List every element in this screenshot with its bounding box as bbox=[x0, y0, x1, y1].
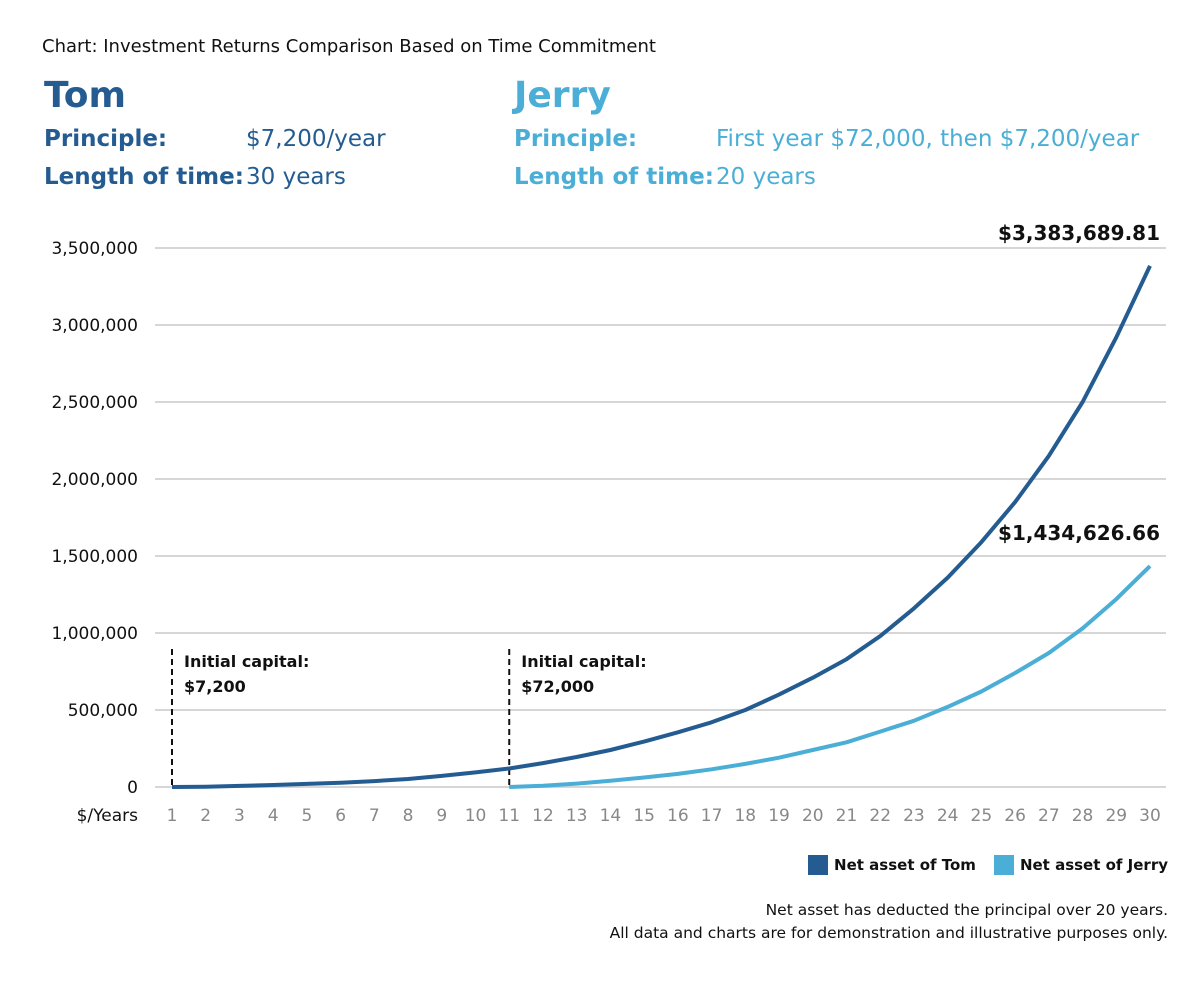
legend-swatch-jerry bbox=[993, 855, 1014, 875]
x-tick-label: 23 bbox=[903, 806, 925, 826]
end-value-label: $1,434,626.66 bbox=[998, 521, 1160, 545]
x-tick-label: 18 bbox=[734, 806, 756, 826]
legend-label-jerry: Net asset of Jerry bbox=[1019, 856, 1168, 874]
jerry-time-label: Length of time: bbox=[514, 164, 714, 190]
legend-label-tom: Net asset of Tom bbox=[834, 856, 976, 874]
x-tick-label: 2 bbox=[200, 806, 211, 826]
x-tick-label: 16 bbox=[667, 806, 689, 826]
x-tick-label: 3 bbox=[234, 806, 245, 826]
series-line-jerry bbox=[509, 564, 1152, 789]
series-line-tom bbox=[171, 265, 1152, 789]
legend-item-jerry: Net asset of Jerry bbox=[993, 855, 1168, 875]
chart-grid bbox=[155, 247, 1166, 788]
legend-item-tom: Net asset of Tom bbox=[808, 855, 976, 875]
y-tick-labels: 0 500,000 1,000,000 1,500,000 2,000,000 2,500… bbox=[51, 239, 138, 798]
x-tick-label: 13 bbox=[566, 806, 588, 826]
x-tick-label: 14 bbox=[600, 806, 622, 826]
tom-time-value: 30 years bbox=[246, 164, 346, 190]
x-tick-label: 25 bbox=[971, 806, 993, 826]
x-tick-label: 15 bbox=[633, 806, 655, 826]
tom-principle-label: Principle: bbox=[44, 126, 168, 152]
x-tick-label: 22 bbox=[869, 806, 891, 826]
tom-time-label: Length of time: bbox=[44, 164, 244, 190]
x-axis-label: $/Years bbox=[77, 806, 139, 826]
y-tick-label: 0 bbox=[127, 778, 138, 798]
x-tick-label: 8 bbox=[403, 806, 414, 826]
y-tick-label: 2,500,000 bbox=[51, 393, 138, 413]
chart-legend: Net asset of Tom Net asset of Jerry bbox=[790, 855, 1168, 875]
y-tick-label: 2,000,000 bbox=[51, 470, 138, 490]
chart-series bbox=[171, 265, 1152, 789]
x-tick-label: 28 bbox=[1072, 806, 1094, 826]
jerry-principle-value: First year $72,000, then $7,200/year bbox=[716, 126, 1140, 152]
annotation-value: $7,200 bbox=[184, 677, 246, 696]
y-tick-label: 3,000,000 bbox=[51, 316, 138, 336]
x-tick-label: 1 bbox=[167, 806, 178, 826]
x-tick-label: 21 bbox=[836, 806, 858, 826]
x-tick-label: 24 bbox=[937, 806, 959, 826]
jerry-name: Jerry bbox=[514, 75, 611, 116]
x-tick-label: 26 bbox=[1004, 806, 1026, 826]
annotation-value: $72,000 bbox=[521, 677, 594, 696]
chart-annotations: Initial capital: $7,200 Initial capital: $7… bbox=[171, 649, 647, 787]
x-tick-label: 4 bbox=[268, 806, 279, 826]
footnote-2: All data and charts are for demonstratio… bbox=[609, 924, 1168, 942]
chart-caption: Chart: Investment Returns Comparison Bas… bbox=[42, 36, 656, 57]
x-tick-label: 20 bbox=[802, 806, 824, 826]
tom-name: Tom bbox=[44, 75, 127, 116]
footnotes: Net asset has deducted the principal ove… bbox=[610, 899, 1168, 945]
x-tick-label: 30 bbox=[1139, 806, 1161, 826]
x-tick-label: 11 bbox=[498, 806, 520, 826]
tom-principle-value: $7,200/year bbox=[246, 126, 386, 152]
x-tick-label: 7 bbox=[369, 806, 380, 826]
y-tick-label: 1,000,000 bbox=[51, 624, 138, 644]
x-tick-label: 9 bbox=[436, 806, 447, 826]
line-chart: 0 500,000 1,000,000 1,500,000 2,000,000 2,500… bbox=[51, 221, 1166, 826]
end-value-labels: $3,383,689.81 $1,434,626.66 bbox=[998, 221, 1160, 545]
x-tick-labels: 1 2 3 4 5 6 7 8 9 10 11 12 13 14 15 16 17 18 19 20 21 22 23 24 2… bbox=[167, 806, 1161, 826]
x-tick-label: 17 bbox=[701, 806, 723, 826]
x-tick-label: 29 bbox=[1105, 806, 1127, 826]
legend-swatch-tom bbox=[808, 855, 829, 875]
x-tick-label: 10 bbox=[465, 806, 487, 826]
annotation-text: Initial capital: bbox=[521, 652, 646, 671]
x-tick-label: 5 bbox=[301, 806, 312, 826]
x-tick-label: 12 bbox=[532, 806, 554, 826]
jerry-time-value: 20 years bbox=[716, 164, 816, 190]
x-tick-label: 19 bbox=[768, 806, 790, 826]
end-value-label: $3,383,689.81 bbox=[998, 221, 1160, 245]
y-tick-label: 3,500,000 bbox=[51, 239, 138, 259]
footnote-1: Net asset has deducted the principal ove… bbox=[765, 901, 1168, 919]
y-tick-label: 1,500,000 bbox=[51, 547, 138, 567]
x-tick-label: 6 bbox=[335, 806, 346, 826]
annotation-text: Initial capital: bbox=[184, 652, 309, 671]
y-tick-label: 500,000 bbox=[68, 701, 138, 721]
jerry-principle-label: Principle: bbox=[514, 126, 638, 152]
x-tick-label: 27 bbox=[1038, 806, 1060, 826]
